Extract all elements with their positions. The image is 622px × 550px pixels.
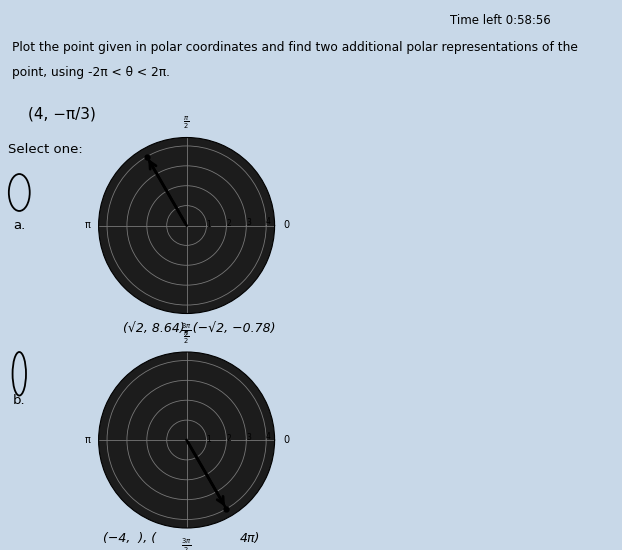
Text: (4, −π/3): (4, −π/3) [28, 107, 96, 122]
Text: 0: 0 [283, 435, 289, 445]
Text: $\frac{\pi}{2}$: $\frac{\pi}{2}$ [183, 114, 190, 131]
Text: Plot the point given in polar coordinates and find two additional polar represen: Plot the point given in polar coordinate… [12, 41, 578, 54]
Text: (−4,  ), (: (−4, ), ( [103, 532, 156, 545]
Text: 3: 3 [246, 432, 251, 442]
Text: $\frac{3\pi}{2}$: $\frac{3\pi}{2}$ [182, 536, 192, 550]
Text: π: π [84, 435, 90, 445]
Text: 4: 4 [266, 432, 271, 441]
Text: 1: 1 [207, 220, 211, 229]
Text: 1: 1 [207, 434, 211, 443]
Text: $\frac{3\pi}{2}$: $\frac{3\pi}{2}$ [182, 322, 192, 340]
Text: b.: b. [13, 394, 26, 408]
Text: 2: 2 [226, 433, 231, 443]
Text: 3: 3 [246, 218, 251, 227]
Text: 4: 4 [266, 217, 271, 226]
Text: 4π): 4π) [240, 532, 261, 545]
Text: point, using -2π < θ < 2π.: point, using -2π < θ < 2π. [12, 66, 170, 79]
Text: (√2, 8.64), (−√2, −0.78): (√2, 8.64), (−√2, −0.78) [123, 322, 276, 335]
Text: 2: 2 [226, 219, 231, 228]
Text: Select one:: Select one: [7, 144, 83, 156]
Text: π: π [84, 221, 90, 230]
Text: a.: a. [13, 219, 26, 232]
Text: 0: 0 [283, 221, 289, 230]
Text: Time left 0:58:56: Time left 0:58:56 [450, 14, 551, 27]
Text: $\frac{\pi}{2}$: $\frac{\pi}{2}$ [183, 329, 190, 345]
